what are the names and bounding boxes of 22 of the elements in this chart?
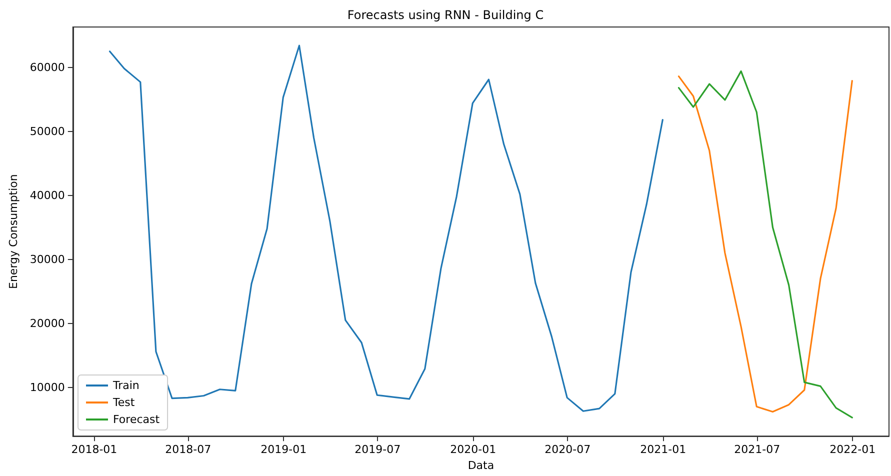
y-axis-title: Energy Consumption bbox=[7, 174, 20, 289]
x-tick-label: 2019-07 bbox=[354, 443, 401, 456]
y-tick-label: 10000 bbox=[30, 380, 65, 394]
line-series bbox=[108, 44, 664, 412]
y-tick-label: 30000 bbox=[30, 252, 65, 266]
x-tick-label: 2022-01 bbox=[830, 443, 876, 456]
x-tick-label: 2021-07 bbox=[734, 443, 780, 456]
x-tick-label: 2021-01 bbox=[640, 443, 686, 456]
y-tick-label: 40000 bbox=[30, 188, 65, 202]
chart-title: Forecasts using RNN - Building C bbox=[347, 8, 544, 22]
legend-label: Forecast bbox=[113, 413, 160, 426]
x-tick-label: 2020-01 bbox=[450, 443, 496, 456]
legend-label: Test bbox=[112, 396, 136, 409]
y-tick-label: 60000 bbox=[30, 60, 65, 74]
y-tick-label: 20000 bbox=[30, 316, 65, 330]
x-axis-title: Data bbox=[468, 459, 494, 472]
y-tick-label: 50000 bbox=[30, 124, 65, 138]
x-tick-label: 2019-01 bbox=[260, 443, 307, 456]
x-tick-label: 2018-01 bbox=[71, 443, 118, 456]
x-tick-label: 2020-07 bbox=[544, 443, 591, 456]
x-tick-label: 2018-07 bbox=[165, 443, 212, 456]
legend-label: Train bbox=[112, 379, 140, 392]
